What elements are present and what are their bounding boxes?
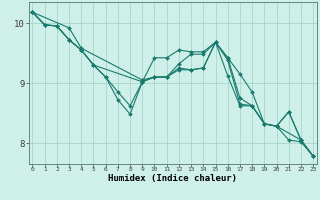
X-axis label: Humidex (Indice chaleur): Humidex (Indice chaleur) bbox=[108, 174, 237, 183]
